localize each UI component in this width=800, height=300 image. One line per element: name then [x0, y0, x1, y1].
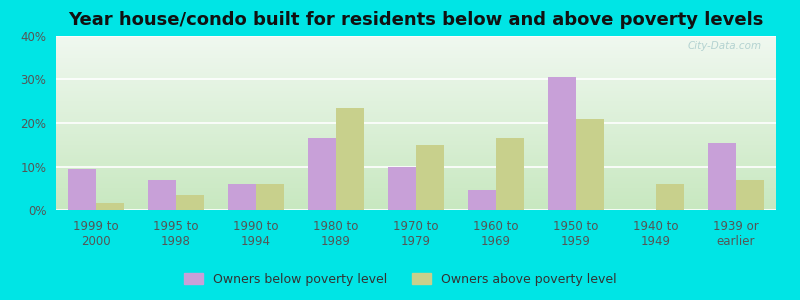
- Bar: [256, 184, 284, 210]
- Bar: [468, 190, 496, 210]
- Bar: [416, 145, 444, 210]
- Bar: [336, 108, 364, 210]
- Bar: [308, 138, 336, 210]
- Legend: Owners below poverty level, Owners above poverty level: Owners below poverty level, Owners above…: [179, 268, 621, 291]
- Bar: [148, 179, 176, 210]
- Bar: [388, 167, 416, 210]
- Bar: [576, 118, 604, 210]
- Bar: [96, 203, 124, 210]
- Bar: [548, 77, 576, 210]
- Bar: [68, 169, 96, 210]
- Bar: [228, 184, 256, 210]
- Title: Year house/condo built for residents below and above poverty levels: Year house/condo built for residents bel…: [68, 11, 764, 29]
- Bar: [656, 184, 684, 210]
- Bar: [496, 138, 524, 210]
- Text: City-Data.com: City-Data.com: [687, 41, 762, 51]
- Bar: [176, 195, 204, 210]
- Bar: [736, 179, 764, 210]
- Bar: [708, 142, 736, 210]
